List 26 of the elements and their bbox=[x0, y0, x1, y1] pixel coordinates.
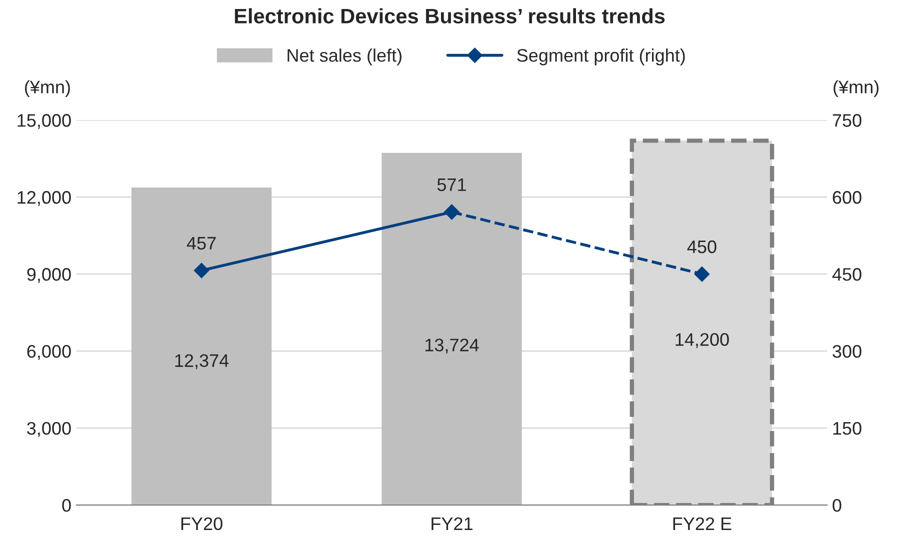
data-label: 571 bbox=[437, 178, 466, 192]
x-tick-label: FY20 bbox=[181, 517, 222, 530]
y-tick-label: 15,000 bbox=[18, 114, 71, 129]
y-tick-label: 6,000 bbox=[27, 345, 71, 360]
y-tick-label: 0 bbox=[62, 498, 71, 512]
y2-tick-label: 300 bbox=[832, 345, 862, 358]
x-tick-label: FY22 E bbox=[673, 517, 732, 530]
y-tick-label: 12,000 bbox=[18, 191, 71, 206]
data-label: 450 bbox=[687, 240, 716, 254]
legend-label: Net sales (left) bbox=[288, 48, 402, 66]
data-label: 13,724 bbox=[426, 338, 479, 354]
y2-tick-label: 0 bbox=[832, 498, 842, 512]
x-tick-label: FY21 bbox=[432, 517, 472, 530]
y2-tick-label: 750 bbox=[832, 114, 862, 127]
legend-label: Segment profit (right) bbox=[517, 48, 685, 66]
y2-tick-label: 450 bbox=[832, 268, 862, 281]
data-label: 457 bbox=[186, 237, 216, 250]
y-tick-label: 9,000 bbox=[27, 268, 71, 283]
data-label: 12,374 bbox=[175, 354, 229, 370]
y2-axis-title: (¥mn) bbox=[834, 80, 879, 98]
y2-tick-label: 600 bbox=[832, 191, 862, 204]
y-axis-title: (¥mn) bbox=[24, 80, 70, 98]
chart-title: Electronic Devices Business’ results trends bbox=[234, 8, 665, 24]
data-label: 14,200 bbox=[676, 333, 729, 348]
y-tick-label: 3,000 bbox=[27, 422, 71, 437]
y2-tick-label: 150 bbox=[833, 422, 862, 435]
